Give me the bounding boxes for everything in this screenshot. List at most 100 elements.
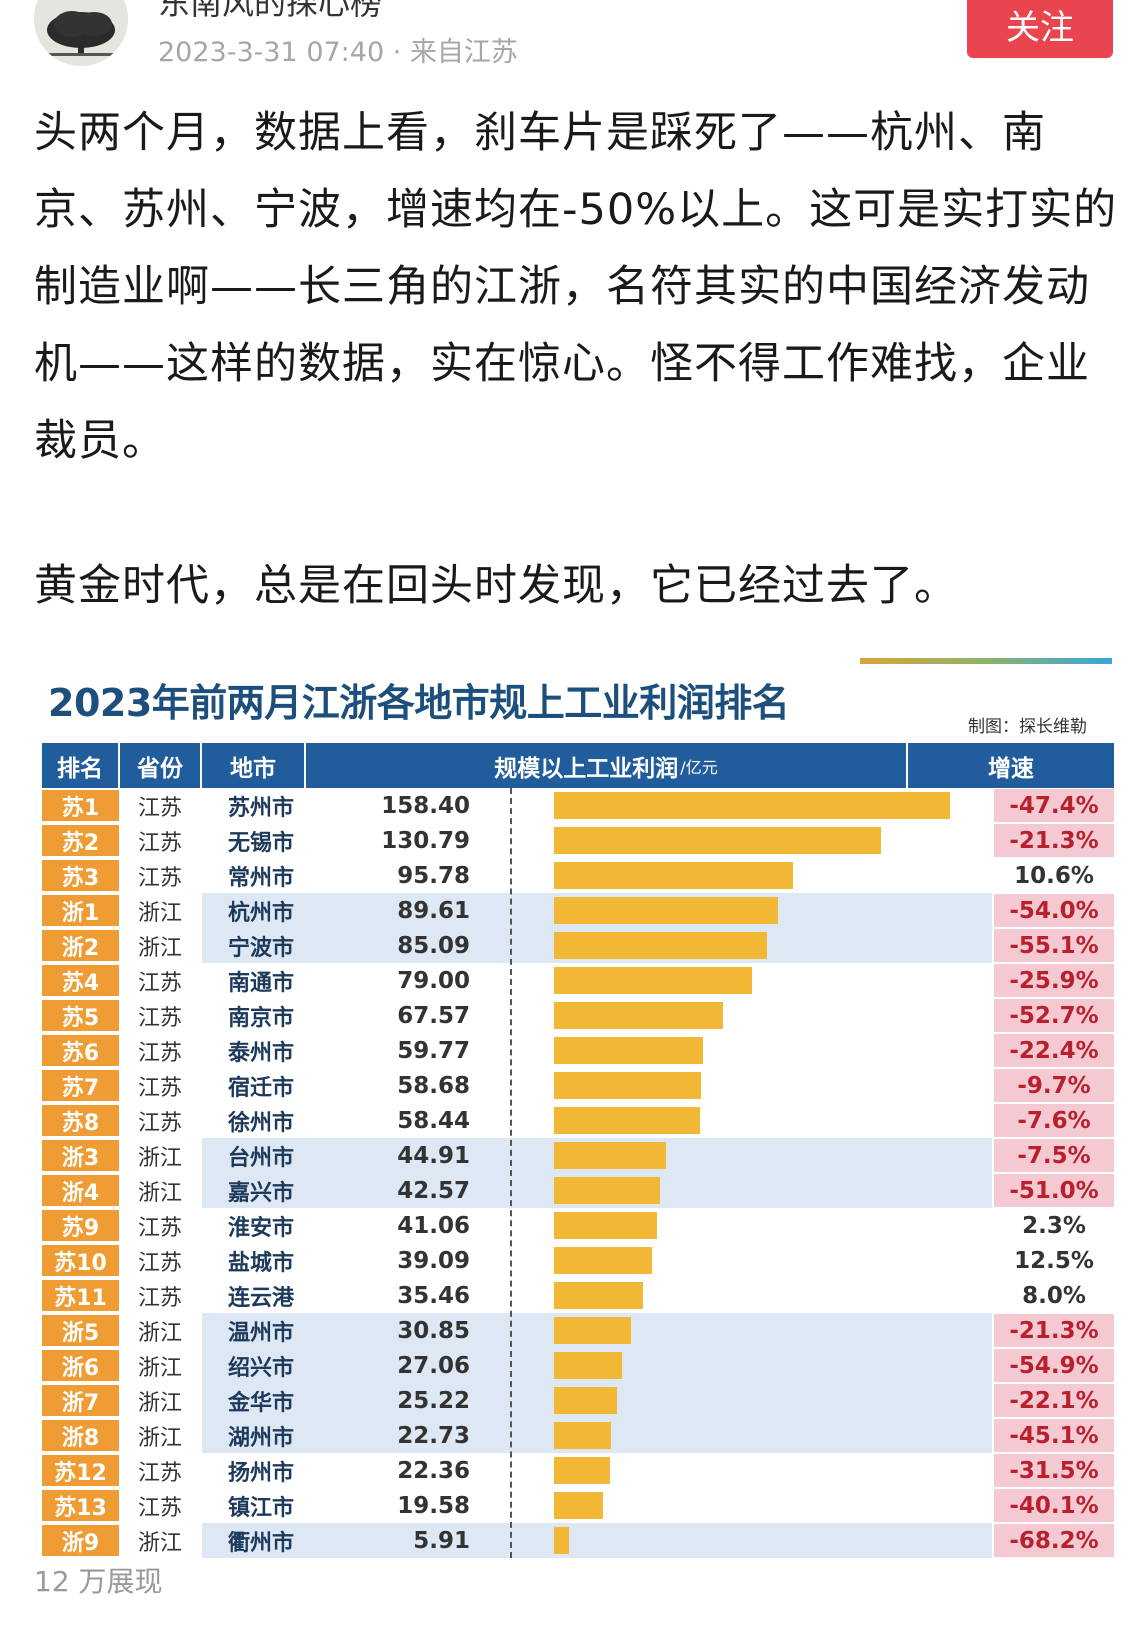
province-cell: 江苏 (138, 1075, 183, 1101)
avatar[interactable] (34, 0, 128, 66)
city-cell: 温州市 (228, 1320, 295, 1346)
profit-value: 42.57 (397, 1177, 470, 1204)
rank-badge: 苏3 (42, 860, 119, 891)
profit-value: 22.73 (397, 1422, 470, 1449)
province-cell: 江苏 (138, 830, 183, 856)
profit-bar (554, 1457, 610, 1484)
growth-cell: -9.7% (994, 1069, 1114, 1102)
table-row: 浙2 浙江 宁波市 85.09 -55.1% (42, 928, 1114, 963)
province-cell: 浙江 (138, 1180, 183, 1206)
province-cell: 浙江 (138, 1320, 183, 1346)
header-rank: 排名 (42, 743, 120, 788)
table-row: 苏6 江苏 泰州市 59.77 -22.4% (42, 1033, 1114, 1068)
table-row: 苏13 江苏 镇江市 19.58 -40.1% (42, 1488, 1114, 1523)
decorative-gradient-line (860, 658, 1112, 664)
header-profit-unit: /亿元 (680, 757, 718, 777)
rank-badge: 苏1 (42, 790, 119, 821)
city-cell: 苏州市 (228, 795, 295, 821)
rank-badge: 苏5 (42, 1000, 119, 1031)
profit-bar (554, 1352, 622, 1379)
tree-avatar-icon (34, 0, 128, 66)
follow-button[interactable]: 关注 (967, 0, 1113, 58)
table-row: 浙5 浙江 温州市 30.85 -21.3% (42, 1313, 1114, 1348)
chart-title: 2023年前两月江浙各地市规上工业利润排名 (48, 681, 790, 725)
profit-bar (554, 1422, 611, 1449)
header-province: 省份 (120, 743, 202, 788)
profit-value: 35.46 (397, 1282, 470, 1309)
profit-value: 25.22 (397, 1387, 470, 1414)
province-cell: 江苏 (138, 865, 183, 891)
city-cell: 扬州市 (228, 1460, 295, 1486)
table-row: 苏9 江苏 淮安市 41.06 2.3% (42, 1208, 1114, 1243)
profit-value: 30.85 (397, 1317, 470, 1344)
table-row: 苏10 江苏 盐城市 39.09 12.5% (42, 1243, 1114, 1278)
header-city: 地市 (202, 743, 306, 788)
province-cell: 江苏 (138, 970, 183, 996)
profit-bar (554, 1142, 666, 1169)
username[interactable]: 东南风的探心榜 (158, 0, 383, 22)
post-text: 头两个月，数据上看，刹车片是踩死了——杭州、南京、苏州、宁波，增速均在-50%以… (34, 108, 1118, 466)
profit-value: 5.91 (413, 1527, 470, 1554)
rank-badge: 浙3 (42, 1140, 119, 1171)
city-cell: 宁波市 (228, 935, 295, 961)
post-location: 来自江苏 (409, 37, 518, 68)
growth-cell: -21.3% (994, 1314, 1114, 1347)
profit-value: 130.79 (381, 827, 470, 854)
rank-badge: 浙7 (42, 1385, 119, 1416)
rank-badge: 苏2 (42, 825, 119, 856)
rank-badge: 苏10 (42, 1245, 119, 1276)
profit-bar (554, 1177, 660, 1204)
rank-badge: 苏4 (42, 965, 119, 996)
province-cell: 江苏 (138, 1250, 183, 1276)
city-cell: 淮安市 (228, 1215, 295, 1241)
growth-cell: -47.4% (994, 789, 1114, 822)
province-cell: 浙江 (138, 1145, 183, 1171)
post-timestamp: 2023-3-31 07:40 (158, 37, 385, 68)
chart-credit: 制图：探长维勒 (968, 717, 1087, 737)
growth-cell: 12.5% (1014, 1247, 1094, 1274)
table-row: 浙1 浙江 杭州市 89.61 -54.0% (42, 893, 1114, 928)
table-row: 浙7 浙江 金华市 25.22 -22.1% (42, 1383, 1114, 1418)
row-background (202, 1523, 992, 1558)
profit-value: 41.06 (397, 1212, 470, 1239)
table-row: 苏12 江苏 扬州市 22.36 -31.5% (42, 1453, 1114, 1488)
profit-bar (554, 862, 793, 889)
city-cell: 绍兴市 (228, 1355, 295, 1381)
rank-badge: 浙8 (42, 1420, 119, 1451)
rank-badge: 苏11 (42, 1280, 119, 1311)
growth-cell: 8.0% (1022, 1282, 1086, 1309)
rank-badge: 苏8 (42, 1105, 119, 1136)
profit-bar (554, 1387, 617, 1414)
rank-badge: 苏9 (42, 1210, 119, 1241)
profit-value: 58.68 (397, 1072, 470, 1099)
table-row: 苏5 江苏 南京市 67.57 -52.7% (42, 998, 1114, 1033)
city-cell: 盐城市 (228, 1250, 295, 1276)
growth-cell: -54.0% (994, 894, 1114, 927)
table-row: 苏7 江苏 宿迁市 58.68 -9.7% (42, 1068, 1114, 1103)
table-row: 浙9 浙江 衢州市 5.91 -68.2% (42, 1523, 1114, 1558)
rank-badge: 浙4 (42, 1175, 119, 1206)
rank-badge: 浙9 (42, 1525, 119, 1556)
ranking-table: 排名 省份 地市 规模以上工业利润/亿元 增速 苏1 江苏 苏州市 158.40 -47… (42, 743, 1114, 1558)
growth-cell: -68.2% (994, 1524, 1114, 1557)
profit-bar (554, 897, 778, 924)
table-row: 苏2 江苏 无锡市 130.79 -21.3% (42, 823, 1114, 858)
profit-value: 19.58 (397, 1492, 470, 1519)
province-cell: 江苏 (138, 1285, 183, 1311)
profit-value: 39.09 (397, 1247, 470, 1274)
growth-cell: -45.1% (994, 1419, 1114, 1452)
table-row: 苏8 江苏 徐州市 58.44 -7.6% (42, 1103, 1114, 1138)
province-cell: 江苏 (138, 1005, 183, 1031)
profit-value: 58.44 (397, 1107, 470, 1134)
profit-bar (554, 1072, 701, 1099)
growth-cell: -22.1% (994, 1384, 1114, 1417)
growth-cell: -7.5% (994, 1139, 1114, 1172)
profit-bar (554, 1037, 703, 1064)
province-cell: 江苏 (138, 1460, 183, 1486)
city-cell: 嘉兴市 (228, 1180, 295, 1206)
city-cell: 镇江市 (228, 1495, 295, 1521)
table-row: 浙3 浙江 台州市 44.91 -7.5% (42, 1138, 1114, 1173)
city-cell: 宿迁市 (228, 1075, 295, 1101)
growth-cell: -40.1% (994, 1489, 1114, 1522)
table-row: 浙8 浙江 湖州市 22.73 -45.1% (42, 1418, 1114, 1453)
